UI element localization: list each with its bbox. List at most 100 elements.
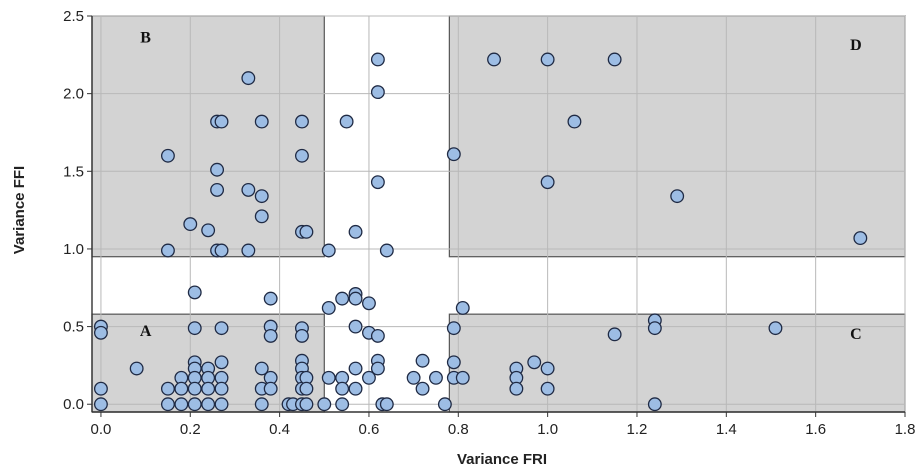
y-tick-label: 2.5 xyxy=(63,8,84,25)
data-point xyxy=(299,381,314,396)
x-tick-label: 0.0 xyxy=(91,421,112,438)
y-tick-label: 2.0 xyxy=(63,86,84,103)
y-tick-label: 1.5 xyxy=(63,163,84,180)
x-tick-label: 1.6 xyxy=(805,421,826,438)
data-point xyxy=(321,301,336,315)
data-point xyxy=(187,285,202,300)
data-point xyxy=(415,353,430,368)
region-label-c: C xyxy=(850,326,862,343)
data-point xyxy=(415,381,430,396)
data-point xyxy=(370,52,385,67)
x-tick-label: 0.4 xyxy=(269,421,290,438)
data-point xyxy=(210,182,225,197)
data-point xyxy=(335,381,350,396)
data-point xyxy=(768,321,783,336)
data-point xyxy=(540,52,555,67)
data-point xyxy=(93,397,108,412)
data-point xyxy=(93,381,108,396)
data-point xyxy=(437,397,452,412)
data-point xyxy=(187,397,202,412)
data-point xyxy=(295,148,309,163)
data-point xyxy=(254,209,269,224)
data-point xyxy=(241,71,256,86)
data-point xyxy=(241,243,256,258)
data-point xyxy=(201,223,216,238)
data-point xyxy=(254,361,269,376)
y-tick-label: 0.0 xyxy=(63,396,84,413)
data-point xyxy=(446,321,461,336)
data-point xyxy=(339,114,354,129)
data-point xyxy=(214,243,229,258)
region-label-d: D xyxy=(850,37,862,54)
region-b xyxy=(91,15,325,258)
data-point xyxy=(321,370,336,385)
data-point xyxy=(540,361,555,376)
data-point xyxy=(370,85,385,100)
data-point xyxy=(335,291,350,306)
data-point xyxy=(370,361,385,376)
data-point xyxy=(263,381,278,396)
data-point xyxy=(379,397,394,412)
regions-layer xyxy=(91,15,906,413)
data-point xyxy=(254,189,269,204)
y-tick-label: 0.5 xyxy=(63,319,84,336)
x-tick-label: 0.2 xyxy=(180,421,201,438)
region-d xyxy=(448,15,906,258)
axes-layer: 0.0 0.2 0.4 0.6 0.8 1.0 1.2 1.4 1.6 1.8 0.0 0.5 1.0 1… xyxy=(63,8,915,438)
data-point xyxy=(174,381,189,396)
data-point xyxy=(540,381,555,396)
data-point xyxy=(335,397,350,412)
data-point xyxy=(607,52,622,67)
data-point xyxy=(348,381,363,396)
data-point xyxy=(446,355,461,370)
data-point xyxy=(527,355,542,370)
region-label-b: B xyxy=(140,29,151,46)
region-label-a: A xyxy=(140,323,152,340)
data-point xyxy=(241,182,256,197)
x-tick-label: 0.8 xyxy=(448,421,469,438)
data-point xyxy=(348,291,363,306)
x-tick-label: 1.0 xyxy=(537,421,558,438)
data-point xyxy=(129,361,144,376)
data-point xyxy=(254,114,269,129)
y-tick-label: 1.0 xyxy=(63,241,84,258)
data-point xyxy=(647,397,662,412)
data-point xyxy=(187,321,202,336)
x-tick-label: 0.6 xyxy=(359,421,380,438)
data-point xyxy=(370,328,385,343)
data-point xyxy=(348,361,363,376)
data-point xyxy=(174,397,189,412)
data-point xyxy=(263,291,278,306)
data-point xyxy=(455,370,470,385)
x-tick-label: 1.8 xyxy=(895,421,916,438)
data-point xyxy=(362,296,376,311)
data-point xyxy=(214,397,229,412)
data-point xyxy=(362,370,376,385)
data-point xyxy=(487,52,501,67)
data-point xyxy=(210,162,225,177)
region-c xyxy=(448,313,906,413)
data-point xyxy=(446,147,461,162)
data-point xyxy=(670,189,685,204)
data-point xyxy=(607,327,622,342)
data-point xyxy=(214,321,229,336)
data-point xyxy=(567,114,582,129)
data-point xyxy=(160,243,175,258)
x-axis-title: Variance FRI xyxy=(457,451,547,468)
data-point xyxy=(647,321,662,336)
data-point xyxy=(254,397,269,412)
data-point xyxy=(160,381,175,396)
data-point xyxy=(540,175,555,190)
data-point xyxy=(406,370,421,385)
points-layer xyxy=(93,52,868,412)
data-point xyxy=(214,355,229,370)
data-point xyxy=(214,381,229,396)
data-point xyxy=(299,397,314,412)
data-point xyxy=(201,397,216,412)
data-point xyxy=(379,243,394,258)
data-point xyxy=(429,370,443,385)
x-tick-label: 1.4 xyxy=(716,421,737,438)
data-point xyxy=(509,381,524,396)
grid-layer xyxy=(92,15,906,412)
data-point xyxy=(317,397,332,412)
